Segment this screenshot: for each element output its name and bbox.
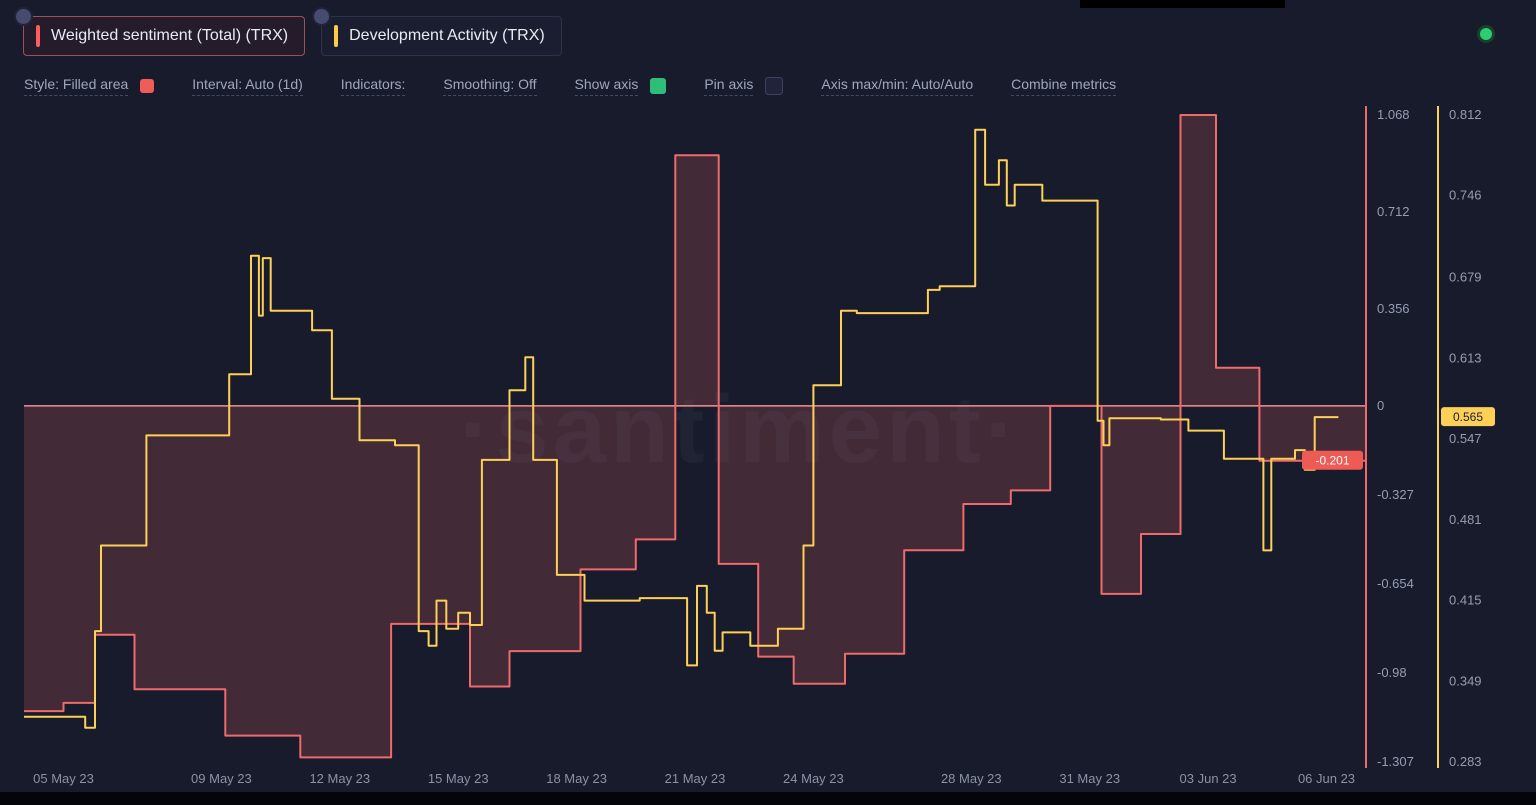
watermark: ·santiment·	[459, 376, 1020, 483]
metric-color-bar	[334, 25, 339, 47]
x-axis-tick: 05 May 23	[33, 771, 94, 786]
chart-toolbar: Style: Filled area Interval: Auto (1d) I…	[24, 76, 1117, 96]
x-axis-tick: 24 May 23	[783, 771, 844, 786]
sentiment-value-badge: -0.201	[1302, 450, 1363, 470]
dev-axis-tick: 0.283	[1449, 754, 1482, 769]
sentiment-axis-tick: 0	[1377, 398, 1384, 413]
x-axis-tick: 21 May 23	[665, 771, 726, 786]
x-axis-tick: 18 May 23	[546, 771, 607, 786]
metric-tab-development-activity[interactable]: Development Activity (TRX)	[312, 7, 562, 56]
dev-axis-tick: 0.547	[1449, 431, 1482, 446]
sentiment-axis-tick: -1.307	[1377, 754, 1414, 769]
dev-axis-tick: 0.812	[1449, 107, 1482, 122]
svg-text:0.565: 0.565	[1453, 410, 1483, 424]
sentiment-axis-tick: -0.98	[1377, 665, 1407, 680]
x-axis-tick: 12 May 23	[309, 771, 370, 786]
dev-axis-tick: 0.349	[1449, 673, 1482, 688]
interval-control[interactable]: Interval: Auto (1d)	[192, 76, 303, 96]
indicators-label: Indicators:	[340, 76, 406, 96]
sentiment-axis-tick: -0.327	[1377, 487, 1414, 502]
style-color-swatch[interactable]	[140, 79, 155, 93]
smoothing-control[interactable]: Smoothing: Off	[443, 76, 537, 96]
top-dark-strip	[1080, 0, 1285, 8]
sentiment-axis-tick: 0.356	[1377, 301, 1410, 316]
metric-handle-dot[interactable]	[14, 7, 33, 26]
style-label: Style: Filled area	[24, 76, 129, 96]
style-control[interactable]: Style: Filled area	[24, 76, 155, 96]
metric-tab-weighted-sentiment[interactable]: Weighted sentiment (Total) (TRX)	[14, 7, 306, 56]
show-axis-toggle[interactable]	[650, 78, 667, 94]
dev-activity-line	[24, 128, 1339, 729]
x-axis-tick: 03 Jun 23	[1180, 771, 1237, 786]
sentiment-area-fill	[24, 115, 1366, 758]
show-axis-control[interactable]: Show axis	[574, 76, 667, 96]
x-axis-tick: 28 May 23	[941, 771, 1002, 786]
x-axis-tick: 15 May 23	[428, 771, 489, 786]
dev-axis-tick: 0.481	[1449, 512, 1482, 527]
combine-metrics-label: Combine metrics	[1011, 76, 1117, 96]
metric-tab-label: Development Activity (TRX)	[349, 27, 545, 44]
dev-axis-tick: 0.746	[1449, 188, 1482, 203]
svg-text:-0.201: -0.201	[1315, 454, 1349, 468]
metric-tab-label: Weighted sentiment (Total) (TRX)	[51, 27, 289, 44]
x-axis-tick: 09 May 23	[191, 771, 252, 786]
dev-axis-tick: 0.679	[1449, 270, 1482, 285]
sentiment-axis-tick: 1.068	[1377, 107, 1410, 122]
metric-handle-dot[interactable]	[312, 7, 332, 26]
axis-maxmin-control[interactable]: Axis max/min: Auto/Auto	[821, 76, 974, 96]
pin-axis-label: Pin axis	[704, 76, 754, 96]
x-axis-tick: 31 May 23	[1059, 771, 1120, 786]
metric-color-bar	[36, 25, 40, 47]
dev-axis-tick: 0.613	[1449, 350, 1482, 365]
x-axis-tick: 06 Jun 23	[1298, 771, 1355, 786]
sentiment-line	[24, 114, 1366, 759]
show-axis-label: Show axis	[574, 76, 639, 96]
combine-metrics-control[interactable]: Combine metrics	[1011, 76, 1117, 96]
smoothing-label: Smoothing: Off	[443, 76, 537, 96]
metric-tabs: Weighted sentiment (Total) (TRX) Develop…	[14, 7, 562, 56]
sentiment-axis-tick: -0.654	[1377, 576, 1414, 591]
pin-axis-control[interactable]: Pin axis	[704, 76, 784, 96]
dev-axis-tick: 0.415	[1449, 593, 1482, 608]
bottom-dark-strip	[0, 792, 1536, 805]
indicators-control[interactable]: Indicators:	[340, 76, 406, 96]
interval-label: Interval: Auto (1d)	[192, 76, 303, 96]
sentiment-axis-tick: 0.712	[1377, 204, 1410, 219]
axis-maxmin-label: Axis max/min: Auto/Auto	[821, 76, 974, 96]
live-indicator-dot[interactable]	[1480, 28, 1492, 40]
pin-axis-toggle[interactable]	[765, 77, 784, 95]
dev-value-badge: 0.565	[1441, 407, 1495, 427]
